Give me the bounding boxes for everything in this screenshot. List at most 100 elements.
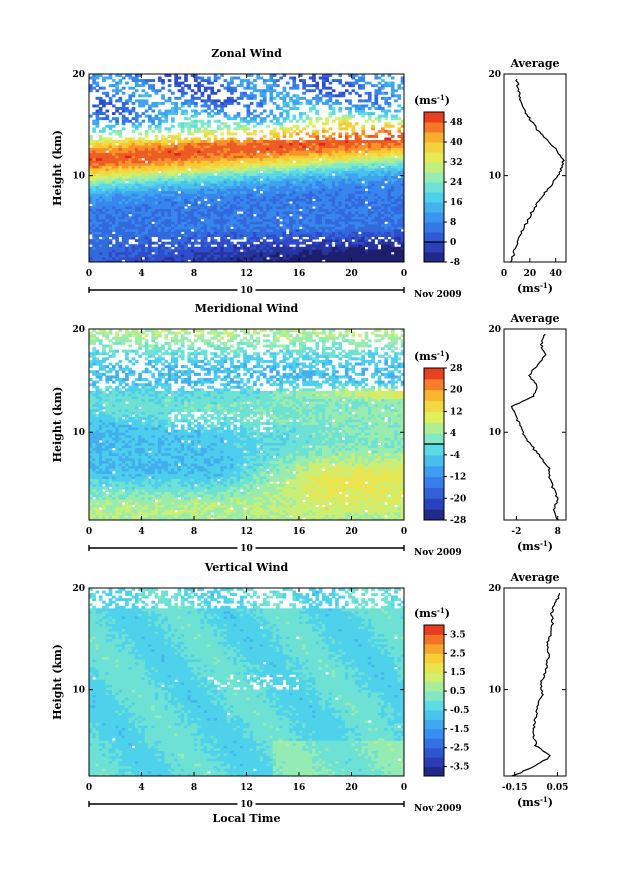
heatmap-cell — [256, 218, 261, 222]
heatmap-cell — [125, 140, 129, 143]
heatmap-cell — [177, 218, 182, 222]
heatmap-cell — [341, 147, 346, 151]
heatmap-cell — [115, 228, 119, 232]
heatmap-cell — [335, 150, 339, 154]
heatmap-cell — [328, 175, 333, 179]
heatmap-cell — [95, 168, 100, 171]
heatmap-cell — [272, 195, 277, 199]
heatmap-cell — [95, 74, 100, 77]
heatmap-cell — [236, 157, 241, 161]
heatmap-cell — [282, 147, 287, 151]
heatmap-cell — [269, 213, 274, 217]
heatmap-cell — [125, 119, 129, 123]
heatmap-cell — [164, 223, 169, 227]
heatmap-cell — [161, 221, 165, 225]
heatmap-cell — [115, 195, 119, 199]
heatmap-cell — [128, 231, 133, 235]
heatmap-cell — [243, 251, 247, 255]
heatmap-cell — [220, 256, 224, 260]
heatmap-cell — [118, 168, 123, 171]
heatmap-cell — [148, 165, 152, 169]
heatmap-cell — [92, 79, 96, 83]
heatmap-cell — [102, 142, 106, 146]
heatmap-cell — [226, 89, 231, 93]
heatmap-cell — [249, 117, 254, 121]
heatmap-cell — [351, 241, 356, 245]
heatmap-cell — [187, 147, 192, 151]
heatmap-cell — [276, 150, 280, 154]
heatmap-cell — [102, 203, 106, 207]
heatmap-cell — [249, 165, 254, 169]
heatmap-cell — [121, 142, 126, 146]
heatmap-cell — [253, 180, 257, 184]
heatmap-cell — [318, 195, 323, 199]
heatmap-cell — [177, 201, 182, 204]
heatmap-cell — [364, 223, 369, 227]
heatmap-cell — [184, 79, 188, 83]
heatmap-cell — [374, 256, 379, 260]
heatmap-cell — [220, 137, 224, 141]
heatmap-cell — [148, 213, 152, 217]
heatmap-cell — [321, 147, 326, 151]
heatmap-cell — [125, 142, 129, 146]
heatmap-cell — [226, 150, 231, 154]
heatmap-cell — [102, 254, 106, 258]
heatmap-cell — [111, 94, 116, 98]
heatmap-cell — [131, 216, 136, 220]
heatmap-cell — [266, 150, 270, 154]
heatmap-cell — [197, 165, 201, 169]
heatmap-cell — [361, 140, 366, 143]
heatmap-cell — [302, 152, 306, 156]
heatmap-cell — [216, 188, 221, 192]
heatmap-cell — [354, 213, 359, 217]
heatmap-cell — [328, 193, 333, 197]
heatmap-cell — [361, 74, 366, 77]
heatmap-cell — [138, 94, 142, 98]
heatmap-cell — [325, 180, 329, 184]
heatmap-cell — [302, 195, 306, 199]
heatmap-cell — [167, 234, 172, 237]
heatmap-cell — [282, 170, 287, 174]
heatmap-cell — [282, 101, 287, 105]
heatmap-cell — [151, 234, 156, 237]
heatmap-cell — [203, 178, 208, 182]
heatmap-cell — [223, 145, 228, 149]
heatmap-cell — [266, 231, 270, 235]
heatmap-cell — [115, 155, 119, 159]
heatmap-cell — [236, 150, 241, 154]
heatmap-cell — [321, 79, 326, 83]
heatmap-cell — [128, 155, 133, 159]
heatmap-cell — [249, 185, 254, 189]
heatmap-cell — [151, 79, 156, 83]
heatmap-cell — [328, 104, 333, 108]
heatmap-cell — [115, 198, 119, 202]
heatmap-cell — [144, 211, 149, 215]
heatmap-cell — [121, 208, 126, 212]
heatmap-cell — [102, 256, 106, 260]
heatmap-cell — [354, 137, 359, 141]
heatmap-cell — [299, 201, 303, 204]
heatmap-cell — [305, 117, 310, 121]
heatmap-cell — [315, 132, 320, 136]
heatmap-cell — [256, 173, 261, 177]
heatmap-cell — [157, 142, 162, 146]
heatmap-cell — [167, 155, 172, 159]
heatmap-cell — [207, 112, 211, 116]
heatmap-cell — [253, 226, 257, 230]
heatmap-cell — [249, 228, 254, 232]
heatmap-cell — [200, 76, 205, 80]
heatmap-cell — [282, 109, 287, 113]
heatmap-cell — [220, 188, 224, 192]
heatmap-cell — [354, 236, 359, 240]
heatmap-cell — [305, 213, 310, 217]
heatmap-cell — [305, 165, 310, 169]
heatmap-cell — [167, 216, 172, 220]
heatmap-cell — [341, 256, 346, 260]
heatmap-cell — [148, 107, 152, 110]
heatmap-cell — [216, 195, 221, 199]
heatmap-cell — [148, 226, 152, 230]
heatmap-cell — [335, 208, 339, 212]
heatmap-cell — [239, 183, 244, 187]
heatmap-cell — [341, 157, 346, 161]
heatmap-cell — [207, 208, 211, 212]
